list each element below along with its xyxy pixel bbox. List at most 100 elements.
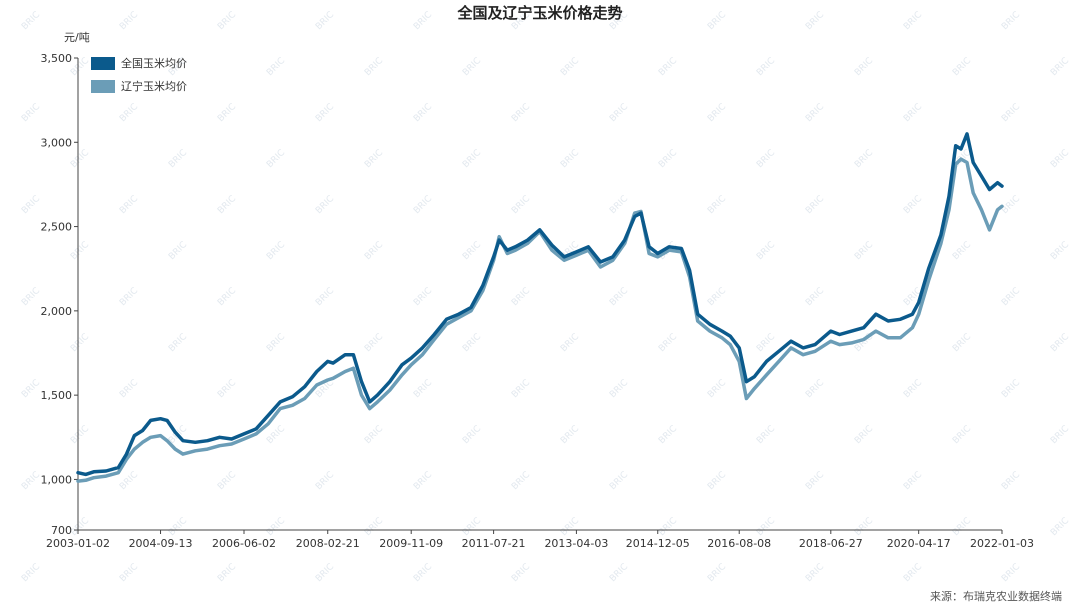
watermark-text: BRIC	[363, 148, 385, 170]
watermark-text: BRIC	[657, 424, 679, 446]
watermark-text: BRIC	[412, 194, 434, 216]
watermark-text: BRIC	[1000, 194, 1022, 216]
series-line-liaoning	[76, 157, 1004, 483]
watermark-text: BRIC	[216, 10, 238, 32]
watermark-text: BRIC	[1000, 378, 1022, 400]
watermark-layer: BRIC BRIC BRIC BRIC BRIC BRIC BRIC BRIC BRIC BRIC…	[20, 10, 1071, 584]
watermark-text: BRIC	[608, 194, 630, 216]
x-axis-ticks: 2003-01-02 2004-09-13 2006-06-02 2008-02-21…	[46, 530, 1034, 550]
watermark-text: BRIC	[510, 194, 532, 216]
watermark-text: BRIC	[412, 286, 434, 308]
watermark-text: BRIC	[461, 516, 483, 538]
watermark-text: BRIC	[69, 56, 91, 78]
watermark-text: BRIC	[118, 10, 140, 32]
watermark-text: BRIC	[1049, 424, 1071, 446]
watermark-text: BRIC	[20, 286, 42, 308]
legend-label-liaoning: 辽宁玉米均价	[121, 79, 187, 93]
watermark-text: BRIC	[559, 148, 581, 170]
watermark-text: BRIC	[216, 194, 238, 216]
watermark-text: BRIC	[559, 424, 581, 446]
watermark-text: BRIC	[20, 194, 42, 216]
watermark-text: BRIC	[608, 470, 630, 492]
watermark-text: BRIC	[902, 378, 924, 400]
watermark-text: BRIC	[363, 56, 385, 78]
watermark-text: BRIC	[1000, 102, 1022, 124]
watermark-text: BRIC	[510, 562, 532, 584]
x-tick-label: 2016-08-08	[707, 537, 771, 550]
x-tick-label: 2013-04-03	[544, 537, 608, 550]
watermark-text: BRIC	[755, 424, 777, 446]
axes	[77, 58, 1002, 531]
watermark-text: BRIC	[853, 148, 875, 170]
y-tick-label: 1,500	[41, 389, 73, 402]
watermark-text: BRIC	[216, 378, 238, 400]
watermark-text: BRIC	[755, 56, 777, 78]
watermark-text: BRIC	[559, 56, 581, 78]
watermark-text: BRIC	[804, 470, 826, 492]
watermark-text: BRIC	[951, 424, 973, 446]
watermark-text: BRIC	[804, 10, 826, 32]
watermark-text: BRIC	[1049, 240, 1071, 262]
watermark-text: BRIC	[20, 10, 42, 32]
legend: 全国玉米均价 辽宁玉米均价	[91, 56, 187, 93]
watermark-text: BRIC	[314, 562, 336, 584]
watermark-text: BRIC	[706, 10, 728, 32]
watermark-text: BRIC	[951, 240, 973, 262]
watermark-text: BRIC	[1049, 56, 1071, 78]
watermark-text: BRIC	[804, 378, 826, 400]
watermark-text: BRIC	[118, 470, 140, 492]
watermark-text: BRIC	[20, 470, 42, 492]
watermark-text: BRIC	[265, 332, 287, 354]
watermark-text: BRIC	[1000, 286, 1022, 308]
watermark-text: BRIC	[167, 148, 189, 170]
watermark-text: BRIC	[951, 332, 973, 354]
watermark-text: BRIC	[706, 378, 728, 400]
watermark-text: BRIC	[804, 102, 826, 124]
watermark-text: BRIC	[657, 516, 679, 538]
watermark-text: BRIC	[216, 470, 238, 492]
watermark-text: BRIC	[69, 424, 91, 446]
watermark-text: BRIC	[118, 562, 140, 584]
watermark-text: BRIC	[363, 240, 385, 262]
watermark-text: BRIC	[706, 102, 728, 124]
watermark-text: BRIC	[118, 194, 140, 216]
watermark-text: BRIC	[118, 286, 140, 308]
y-tick-label: 700	[51, 524, 72, 537]
x-tick-label: 2014-12-05	[626, 537, 690, 550]
watermark-text: BRIC	[657, 148, 679, 170]
watermark-text: BRIC	[314, 10, 336, 32]
watermark-text: BRIC	[461, 148, 483, 170]
watermark-text: BRIC	[265, 56, 287, 78]
watermark-text: BRIC	[755, 516, 777, 538]
watermark-text: BRIC	[314, 102, 336, 124]
watermark-text: BRIC	[706, 562, 728, 584]
watermark-text: BRIC	[706, 470, 728, 492]
y-axis-unit: 元/吨	[64, 31, 90, 44]
watermark-text: BRIC	[265, 148, 287, 170]
watermark-text: BRIC	[265, 424, 287, 446]
watermark-text: BRIC	[1049, 148, 1071, 170]
legend-swatch-liaoning	[91, 80, 115, 93]
watermark-text: BRIC	[706, 286, 728, 308]
x-tick-label: 2020-04-17	[887, 537, 951, 550]
watermark-text: BRIC	[1000, 470, 1022, 492]
watermark-text: BRIC	[118, 378, 140, 400]
watermark-text: BRIC	[853, 516, 875, 538]
watermark-text: BRIC	[20, 562, 42, 584]
watermark-text: BRIC	[608, 378, 630, 400]
watermark-text: BRIC	[853, 424, 875, 446]
watermark-text: BRIC	[608, 286, 630, 308]
watermark-text: BRIC	[657, 332, 679, 354]
watermark-text: BRIC	[461, 424, 483, 446]
watermark-text: BRIC	[755, 240, 777, 262]
x-tick-label: 2018-06-27	[799, 537, 863, 550]
watermark-text: BRIC	[69, 148, 91, 170]
watermark-text: BRIC	[853, 56, 875, 78]
watermark-text: BRIC	[461, 332, 483, 354]
watermark-text: BRIC	[167, 516, 189, 538]
watermark-text: BRIC	[1049, 516, 1071, 538]
chart-title: 全国及辽宁玉米价格走势	[456, 4, 622, 22]
watermark-text: BRIC	[314, 286, 336, 308]
